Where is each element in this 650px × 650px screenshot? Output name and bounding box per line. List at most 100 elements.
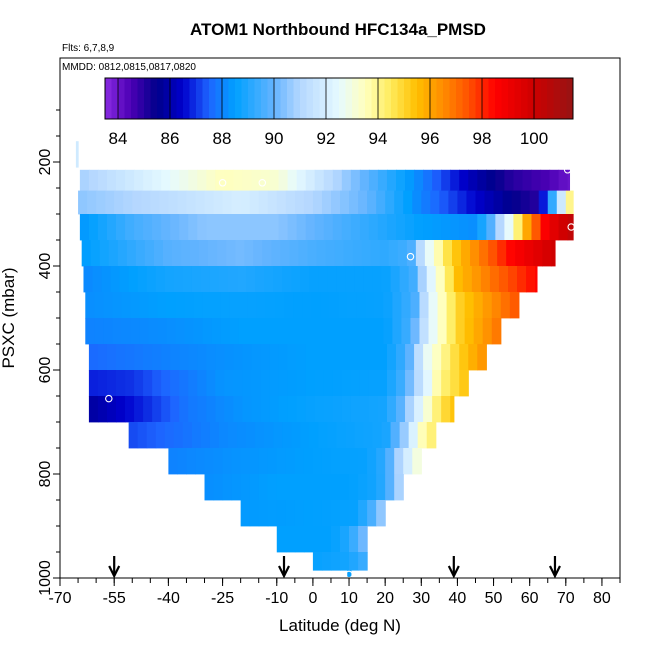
heatmap-cell-r10-c2 — [146, 422, 157, 449]
heatmap-cell-r1-c6 — [132, 190, 142, 215]
colorbar-segment-70 — [560, 78, 567, 119]
heatmap-cell-r2-c44 — [477, 214, 487, 241]
heatmap-cell-r11-c1 — [177, 448, 188, 475]
heatmap-cell-r11-c22 — [367, 448, 377, 475]
heatmap-cell-r4-c15 — [218, 266, 229, 293]
heatmap-cell-r9-c19 — [260, 396, 271, 423]
heatmap-cell-r4-c39 — [435, 266, 446, 293]
heatmap-cell-r11-c2 — [186, 448, 197, 475]
colorbar-segment-60 — [495, 78, 502, 119]
heatmap-cell-r2-c51 — [540, 214, 551, 241]
heatmap-cell-r8-c13 — [206, 370, 216, 397]
heatmap-cell-r7-c0 — [88, 344, 99, 371]
colorbar-segment-41 — [371, 78, 379, 119]
colorbar-segment-8 — [157, 78, 164, 119]
heatmap-cell-r0-c38 — [423, 169, 433, 191]
heatmap-cell-r11-c13 — [285, 448, 296, 475]
colorbar-segment-33 — [319, 78, 327, 119]
heatmap-cell-r9-c29 — [350, 396, 361, 423]
colorbar-segment-28 — [287, 78, 294, 119]
heatmap-cell-r2-c6 — [134, 214, 144, 241]
heatmap-cell-r13-c14 — [367, 500, 377, 527]
heatmap-cell-r7-c11 — [188, 344, 198, 371]
heatmap-cell-r8-c37 — [423, 370, 433, 397]
heatmap-cell-r1-c46 — [493, 190, 504, 215]
heatmap-cell-r8-c25 — [314, 370, 325, 397]
heatmap-cell-r4-c4 — [119, 266, 130, 293]
heatmap-cell-r13-c3 — [267, 500, 278, 527]
heatmap-cell-r5-c13 — [202, 292, 213, 319]
heatmap-cell-r0-c43 — [468, 169, 478, 191]
heatmap-cell-r0-c21 — [269, 169, 280, 191]
colorbar-segment-44 — [391, 78, 398, 119]
heatmap-cell-r1-c27 — [321, 190, 332, 215]
heatmap-cell-r2-c9 — [161, 214, 171, 241]
colorbar-segment-35 — [332, 78, 340, 119]
heatmap-cell-r5-c6 — [139, 292, 150, 319]
heatmap-cell-r9-c36 — [414, 396, 424, 423]
heatmap-cell-r3-c46 — [497, 240, 507, 267]
heatmap-cell-r1-c14 — [204, 190, 215, 215]
heatmap-cell-r7-c8 — [161, 344, 171, 371]
colorbar-tick-label-7: 98 — [473, 129, 492, 148]
heatmap-cell-r7-c7 — [152, 344, 162, 371]
heatmap-cell-r9-c21 — [278, 396, 289, 423]
heatmap-cell-r3-c16 — [226, 240, 236, 267]
heatmap-cell-r1-c32 — [367, 190, 377, 215]
heatmap-cell-r5-c39 — [437, 292, 448, 319]
heatmap-cell-r8-c29 — [350, 370, 361, 397]
heatmap-cell-r6-c5 — [130, 318, 141, 345]
heatmap-cell-r7-c16 — [233, 344, 244, 371]
heatmap-cell-r12-c17 — [358, 474, 368, 501]
heatmap-cell-r10-c0 — [128, 422, 139, 449]
heatmap-cell-r5-c37 — [419, 292, 430, 319]
colorbar-segment-62 — [508, 78, 515, 119]
heatmap-cell-r3-c4 — [117, 240, 128, 267]
heatmap-cell-r10-c17 — [282, 422, 292, 449]
heatmap-cell-r4-c9 — [164, 266, 175, 293]
heatmap-cell-r6-c1 — [94, 318, 104, 345]
heatmap-cell-r1-c47 — [502, 190, 513, 215]
heatmap-cell-r9-c14 — [215, 396, 225, 423]
heatmap-cell-r4-c25 — [309, 266, 319, 293]
heatmap-cell-r12-c13 — [321, 474, 332, 501]
colorbar-segment-4 — [131, 78, 138, 119]
heatmap-cell-r1-c12 — [186, 190, 197, 215]
colorbar-segment-26 — [274, 78, 281, 119]
heatmap-cell-r6-c17 — [238, 318, 249, 345]
heatmap-cell-r7-c35 — [405, 344, 415, 371]
heatmap-cell-r1-c11 — [177, 190, 188, 215]
heatmap-cell-r6-c33 — [383, 318, 393, 345]
heatmap-cell-r3-c6 — [135, 240, 146, 267]
heatmap-cell-r9-c39 — [441, 396, 451, 423]
heatmap-cell-r1-c4 — [114, 190, 124, 215]
heatmap-cell-r0-c39 — [432, 169, 442, 191]
heatmap-cell-r11-c26 — [403, 448, 413, 475]
heatmap-cell-r8-c4 — [125, 370, 135, 397]
heatmap-cell-r1-c8 — [150, 190, 160, 215]
colorbar-segment-19 — [228, 78, 236, 119]
heatmap-cell-r14-c2 — [294, 526, 305, 553]
heatmap-cell-r2-c45 — [486, 214, 496, 241]
heatmap-cell-r1-c41 — [448, 190, 459, 215]
heatmap-cell-r4-c11 — [182, 266, 193, 293]
colorbar-segment-59 — [488, 78, 496, 119]
x-tick-label-9: 40 — [449, 590, 467, 607]
heatmap-cell-r9-c22 — [287, 396, 298, 423]
heatmap-cell-r4-c30 — [354, 266, 365, 293]
x-tick-label-12: 70 — [557, 590, 575, 607]
colorbar-segment-61 — [501, 78, 509, 119]
heatmap-cell-r6-c10 — [175, 318, 186, 345]
heatmap-cell-r6-c19 — [256, 318, 267, 345]
x-tick-label-4: -10 — [265, 590, 288, 607]
heatmap-cell-r2-c39 — [432, 214, 442, 241]
colorbar-segment-63 — [514, 78, 522, 119]
heatmap-cell-r11-c18 — [330, 448, 341, 475]
heatmap-cell-r8-c18 — [251, 370, 262, 397]
heatmap-cell-r9-c4 — [125, 396, 135, 423]
heatmap-cell-r0-c7 — [143, 169, 153, 191]
heatmap-cell-r14-c3 — [303, 526, 314, 553]
heatmap-cell-r1-c0 — [78, 190, 88, 215]
colorbar-segment-48 — [417, 78, 424, 119]
flights-subtitle: Flts: 6,7,8,9 — [62, 43, 115, 54]
